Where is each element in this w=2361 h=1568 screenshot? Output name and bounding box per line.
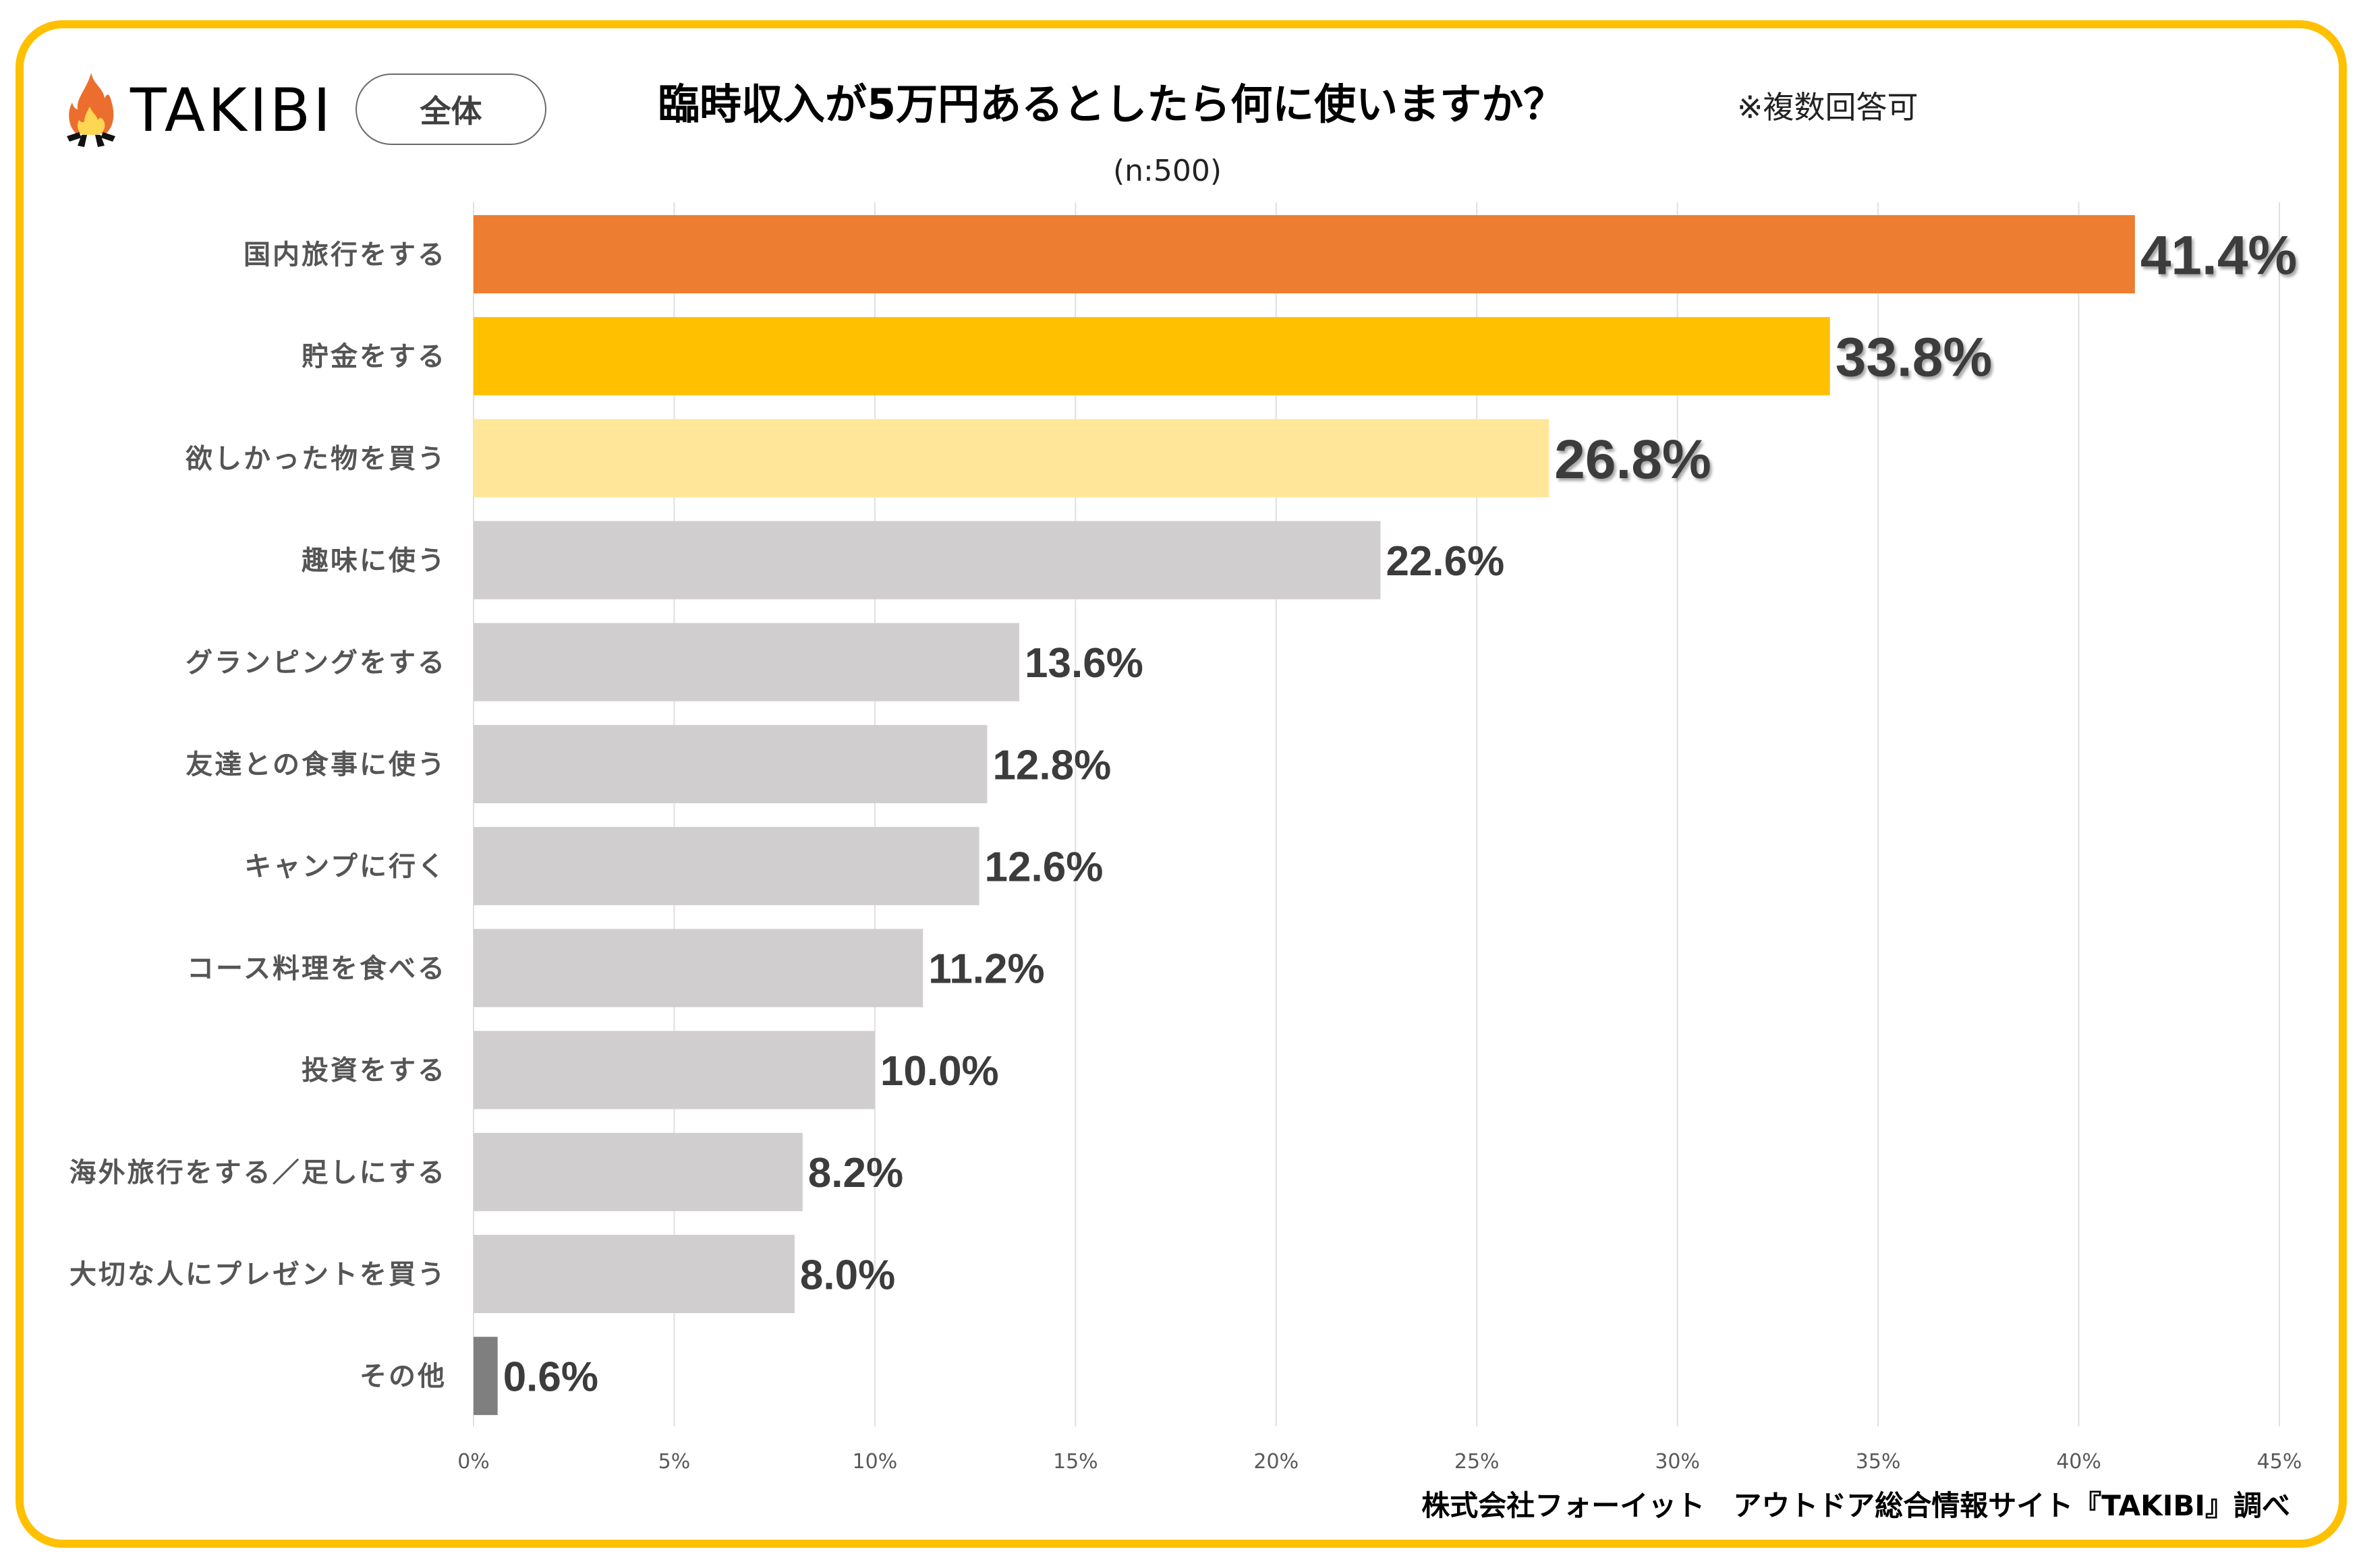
category-label: 大切な人にプレゼントを買う [69,1259,447,1290]
value-label: 11.2% [928,946,1044,993]
chart-title: 臨時収入が5万円あるとしたら何に使いますか？ [658,80,1566,129]
value-label: 12.8% [992,742,1111,788]
category-labels: 国内旅行をする貯金をする欲しかった物を買う趣味に使うグランピングをする友達との食… [69,239,447,1392]
bar [474,827,979,906]
sample-size: (n:500) [1113,154,1222,188]
value-label: 0.6% [503,1354,598,1401]
x-tick-label: 15% [1053,1450,1098,1474]
multiple-answer-note: ※複数回答可 [1737,89,1918,125]
category-label: 欲しかった物を買う [185,443,447,474]
segment-filter-button[interactable]: 全体 [355,74,546,145]
value-label: 8.2% [808,1150,903,1196]
category-label: グランピングをする [186,647,447,678]
value-label: 12.6% [985,844,1104,891]
x-axis-tick-labels: 0% 5% 10% 15% 20% 25% 30% 35% 40% 45% [457,1450,2302,1474]
value-label: 41.4% [2140,225,2298,287]
campfire-icon [64,71,118,150]
category-label: その他 [360,1361,447,1392]
x-tick-label: 20% [1253,1450,1299,1474]
x-tick-label: 35% [1856,1450,1901,1474]
bar [474,419,1549,498]
value-label: 10.0% [880,1048,999,1095]
category-label: コース料理を食べる [187,953,447,984]
x-tick-label: 5% [658,1450,691,1474]
bar [474,1235,795,1313]
bar [474,215,2135,293]
brand-name: TAKIBI [130,76,334,145]
x-tick-label: 40% [2056,1450,2101,1474]
value-label: 26.8% [1554,429,1711,490]
category-label: 趣味に使う [302,546,447,577]
category-label: 海外旅行をする／足しにする [69,1157,447,1188]
bar [474,1030,875,1109]
value-label: 13.6% [1025,640,1143,687]
bar [474,1132,803,1211]
source-credit: 株式会社フォーイット アウトドア総合情報サイト『TAKIBI』調べ [1421,1489,2290,1522]
x-tick-label: 0% [457,1450,490,1474]
x-tick-label: 30% [1655,1450,1700,1474]
x-tick-label: 10% [853,1450,898,1474]
bars [474,215,2135,1416]
brand-logo: TAKIBI [64,73,333,148]
category-label: キャンプに行く [244,851,447,882]
category-label: 国内旅行をする [244,239,447,270]
value-label: 8.0% [800,1252,895,1298]
value-labels: 41.4% 33.8% 26.8% 22.6% 13.6% 12.8% 12.6% 11.2%… [503,225,2298,1401]
bar [474,622,1020,701]
bar [474,521,1381,600]
category-label: 投資をする [302,1055,447,1086]
bar [474,725,988,803]
bar [474,929,923,1008]
gridlines [473,202,2280,1426]
value-label: 22.6% [1386,538,1504,585]
category-label: 友達との食事に使う [186,749,447,780]
bar [474,317,1830,396]
x-tick-label: 45% [2257,1450,2302,1474]
x-tick-label: 25% [1454,1450,1500,1474]
category-label: 貯金をする [302,341,447,372]
bar [474,1337,498,1416]
value-label: 33.8% [1836,327,1993,388]
